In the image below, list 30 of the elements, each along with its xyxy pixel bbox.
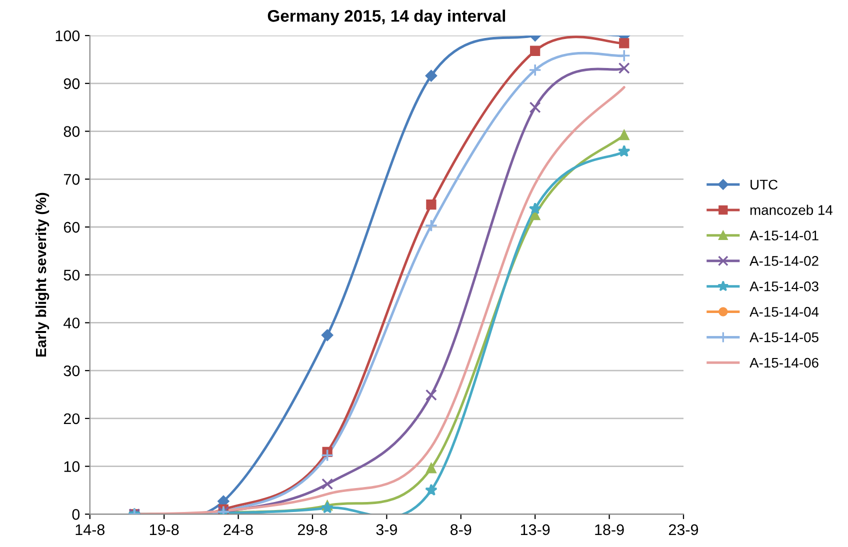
x-tick-label: 23-9 — [668, 524, 698, 536]
y-tick-label: 100 — [56, 30, 80, 42]
y-tick-label: 90 — [64, 78, 80, 90]
legend-label: A-15-14-02 — [750, 256, 818, 266]
legend-label: mancozeb 14 — [750, 204, 833, 215]
y-tick-label: 40 — [64, 318, 80, 328]
legend-label: A-15-14-04 — [750, 306, 819, 317]
x-tick-label: 18-9 — [595, 524, 624, 536]
y-tick-label: 10 — [64, 461, 80, 472]
y-tick-label: 30 — [64, 365, 80, 376]
x-tick-label: 24-8 — [224, 524, 253, 536]
chart-title: Germany 2015, 14 day interval — [268, 10, 506, 26]
y-axis-title: Early blight severity (%) — [35, 192, 50, 357]
y-tick-label: 20 — [64, 413, 80, 424]
legend-label: UTC — [750, 180, 778, 190]
x-tick-label: 29-8 — [298, 524, 328, 536]
y-tick-label: 50 — [64, 270, 80, 281]
legend-label: A-15-14-05 — [750, 332, 818, 342]
y-tick-label: 80 — [64, 126, 80, 137]
legend-label: A-15-14-01 — [750, 230, 818, 240]
x-tick-label: 19-8 — [150, 524, 179, 536]
y-tick-label: 60 — [64, 222, 80, 233]
x-tick-label: 14-8 — [76, 524, 105, 536]
x-tick-label: 13-9 — [520, 524, 550, 536]
x-tick-label: 3-9 — [376, 524, 398, 536]
y-tick-label: 70 — [64, 174, 80, 185]
legend-label: A-15-14-03 — [750, 281, 818, 292]
x-tick-label: 8-9 — [450, 524, 472, 536]
y-tick-label: 0 — [72, 509, 80, 520]
legend-label: A-15-14-06 — [750, 358, 818, 368]
